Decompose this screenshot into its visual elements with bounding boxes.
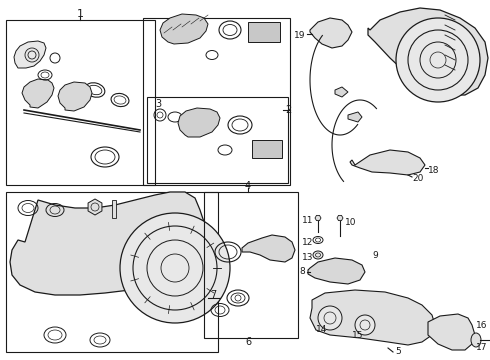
- Text: 17: 17: [476, 343, 488, 352]
- Polygon shape: [368, 8, 488, 95]
- Polygon shape: [348, 112, 362, 122]
- Text: 3: 3: [155, 99, 161, 109]
- Polygon shape: [252, 140, 282, 158]
- Ellipse shape: [471, 333, 481, 347]
- Polygon shape: [310, 290, 435, 345]
- Polygon shape: [112, 200, 116, 218]
- Text: 4: 4: [245, 181, 251, 191]
- Polygon shape: [22, 79, 54, 108]
- Bar: [6, 192, 218, 352]
- Polygon shape: [58, 82, 92, 111]
- Polygon shape: [310, 18, 352, 48]
- Polygon shape: [337, 215, 343, 221]
- Polygon shape: [88, 199, 102, 215]
- Text: 7: 7: [210, 290, 216, 300]
- Polygon shape: [335, 87, 348, 97]
- Bar: [204, 192, 298, 338]
- Text: 13: 13: [301, 252, 313, 261]
- Text: 20: 20: [412, 174, 423, 183]
- Text: 6: 6: [245, 337, 251, 347]
- Bar: [143, 18, 290, 185]
- Text: 15: 15: [352, 332, 364, 341]
- Ellipse shape: [313, 251, 323, 259]
- Text: 1: 1: [76, 9, 83, 19]
- Polygon shape: [10, 192, 205, 295]
- Bar: [6, 20, 155, 185]
- Polygon shape: [14, 41, 46, 68]
- Polygon shape: [350, 150, 425, 175]
- Circle shape: [318, 306, 342, 330]
- Text: 10: 10: [345, 217, 357, 226]
- Polygon shape: [242, 235, 295, 262]
- Text: 19: 19: [294, 31, 305, 40]
- Text: 8: 8: [299, 267, 305, 276]
- Polygon shape: [248, 22, 280, 42]
- Polygon shape: [315, 215, 321, 221]
- Text: 16: 16: [476, 320, 488, 329]
- Text: 11: 11: [301, 216, 313, 225]
- Polygon shape: [308, 258, 365, 284]
- Text: 14: 14: [317, 325, 328, 334]
- Polygon shape: [428, 314, 475, 350]
- Bar: [147, 97, 288, 183]
- Text: 9: 9: [372, 251, 378, 260]
- Circle shape: [120, 213, 230, 323]
- Text: 18: 18: [428, 166, 440, 175]
- Text: 2: 2: [285, 105, 291, 115]
- Text: 5: 5: [395, 347, 401, 356]
- Text: 12: 12: [302, 238, 313, 247]
- Polygon shape: [160, 14, 208, 44]
- Circle shape: [355, 315, 375, 335]
- Circle shape: [396, 18, 480, 102]
- Polygon shape: [178, 108, 220, 137]
